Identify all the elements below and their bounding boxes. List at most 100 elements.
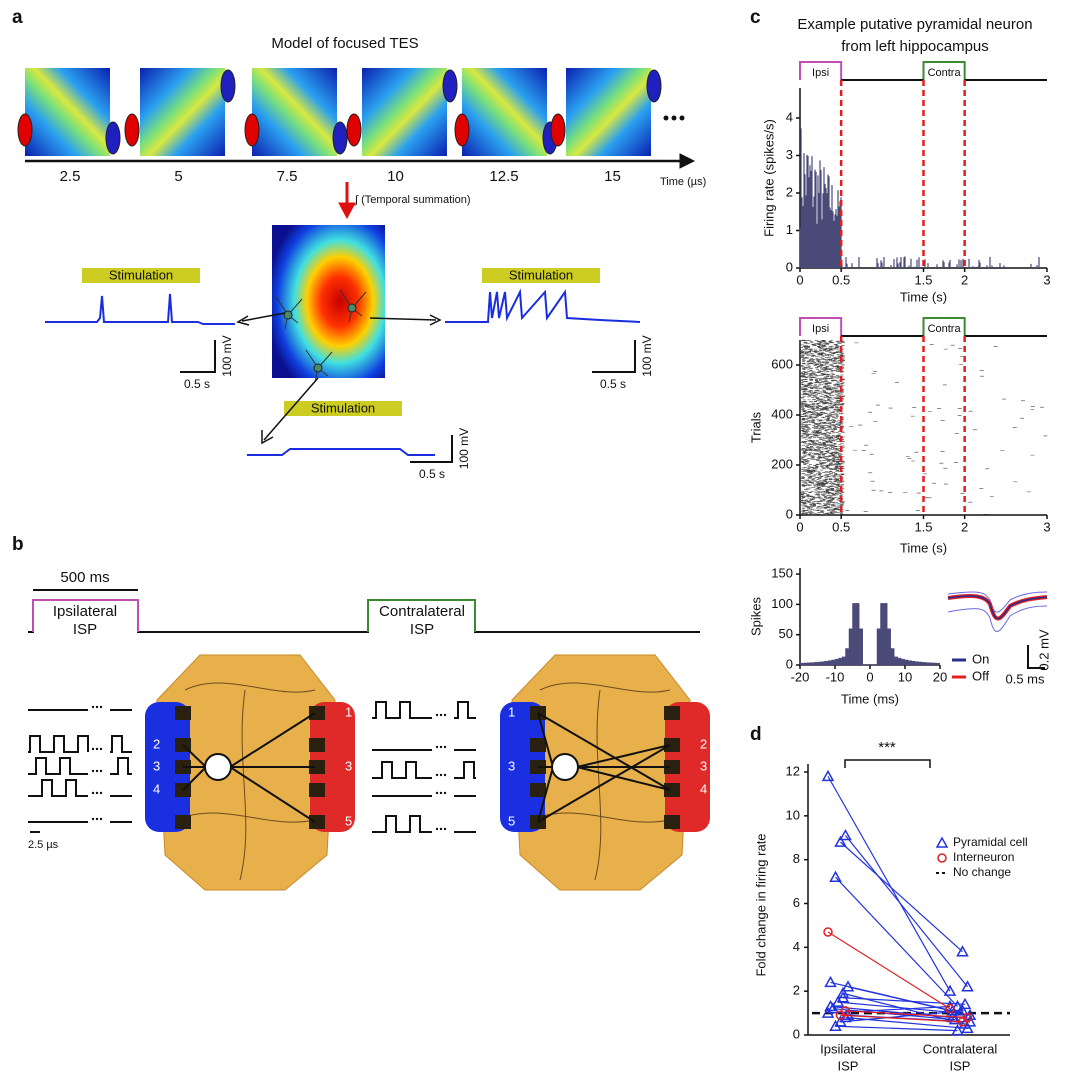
electrode: [442, 69, 458, 103]
line: [537, 766, 554, 823]
ellipsis-dot: [663, 115, 669, 121]
scale-label: 2.5 µs: [28, 839, 59, 851]
ellipsis-dot: [435, 791, 439, 795]
shape: [32, 599, 139, 632]
ellipsis-dot: [95, 817, 99, 821]
line: [182, 766, 207, 791]
shape: [372, 701, 476, 719]
contact: [530, 783, 546, 797]
data-point: [821, 1006, 835, 1018]
electrode-number: 2: [700, 736, 707, 751]
label: ISP: [410, 621, 434, 638]
panel-title: Example putative pyramidal neuron: [797, 16, 1032, 33]
x-tick-label: -20: [791, 669, 810, 684]
contact: [664, 783, 680, 797]
electrode-number: 5: [345, 813, 352, 828]
pair-line: [840, 1014, 963, 1023]
data-point: [841, 980, 855, 992]
heatmap: [140, 68, 225, 156]
line: [576, 744, 671, 768]
heatmap: [252, 68, 337, 156]
line: [576, 766, 671, 791]
ellipsis-dot: [99, 817, 103, 821]
x-tick-label: 0: [866, 669, 873, 684]
legend-label: On: [972, 651, 989, 666]
data-point: [824, 999, 837, 1012]
ellipsis-dot: [91, 747, 95, 751]
shape: [247, 448, 435, 456]
focus: [204, 753, 232, 781]
ellipsis-dot: [99, 705, 103, 709]
y-tick-label: 4: [786, 109, 793, 124]
data-point: [835, 1010, 846, 1021]
x-tick-label: -10: [826, 669, 845, 684]
electrode: [17, 113, 33, 147]
electrode-number: 1: [345, 704, 352, 719]
shape: [445, 288, 641, 323]
heatmap: [25, 68, 110, 156]
y-tick-label: 10: [786, 807, 800, 822]
epoch-label: Contra: [928, 323, 962, 335]
data-point: [829, 1019, 842, 1031]
shape: [799, 317, 843, 336]
scale-label: 0.5 ms: [1005, 671, 1045, 686]
ellipsis-dot: [443, 827, 447, 831]
shape: [367, 599, 476, 632]
data-point: [957, 1017, 968, 1027]
epoch-label: Contra: [928, 67, 962, 79]
waveform-bound: [947, 591, 1048, 613]
contact: [309, 783, 325, 797]
data-point: [961, 1021, 974, 1034]
shape: [28, 735, 132, 753]
data-point: [836, 991, 850, 1003]
x-tick-label: Ipsilateral: [820, 1041, 876, 1056]
ellipsis-dot: [435, 773, 439, 777]
electrode-array: [310, 702, 355, 832]
x-tick-label: 10: [898, 669, 912, 684]
scale-label: 100 mV: [457, 428, 471, 469]
data-point: [958, 997, 972, 1010]
heatmap: [272, 225, 385, 378]
y-tick-label: 0: [786, 506, 793, 521]
y-tick-label: 12: [786, 763, 800, 778]
shape: [28, 757, 132, 775]
shape: [372, 761, 476, 779]
y-tick-label: 0: [786, 259, 793, 274]
legend-label: No change: [953, 865, 1011, 879]
waveform-frame: [945, 578, 1048, 650]
ellipsis-dot: [443, 745, 447, 749]
ellipsis-dot: [439, 745, 443, 749]
legend-label: Pyramidal cell: [953, 835, 1028, 849]
axis-label: Time (ms): [841, 691, 899, 706]
shape: [174, 682, 316, 881]
electrode-number: 1: [508, 704, 515, 719]
ellipsis-dot: [91, 791, 95, 795]
stimulation-bar: [482, 268, 600, 283]
shape: [922, 61, 966, 80]
stimulation-bar: [82, 268, 200, 283]
x-tick-label: 1.5: [914, 272, 932, 287]
x-tick-label: 3: [1043, 519, 1050, 534]
electrode-array: [500, 702, 545, 832]
electrode: [244, 113, 260, 147]
histogram: [799, 603, 940, 666]
neuron: [283, 310, 293, 320]
contact: [309, 760, 325, 774]
time-tick-label: 7.5: [277, 168, 298, 185]
x-tick-label: 0.5: [832, 272, 850, 287]
neuron: [347, 303, 357, 313]
data-point: [824, 975, 837, 988]
heatmap: [362, 68, 447, 156]
line: [537, 712, 554, 768]
axis-label: Spikes: [748, 596, 763, 636]
ellipsis-dot: [91, 705, 95, 709]
y-tick-label: 3: [786, 147, 793, 162]
data-point: [829, 870, 842, 882]
scale-label: 0.5 s: [419, 467, 445, 481]
line: [537, 712, 671, 791]
ellipsis-dot: [95, 791, 99, 795]
electrode-number: 3: [153, 758, 160, 773]
x-tick-label: 2: [961, 519, 968, 534]
axis-label: Time (s): [900, 289, 947, 304]
shape: [410, 435, 453, 463]
